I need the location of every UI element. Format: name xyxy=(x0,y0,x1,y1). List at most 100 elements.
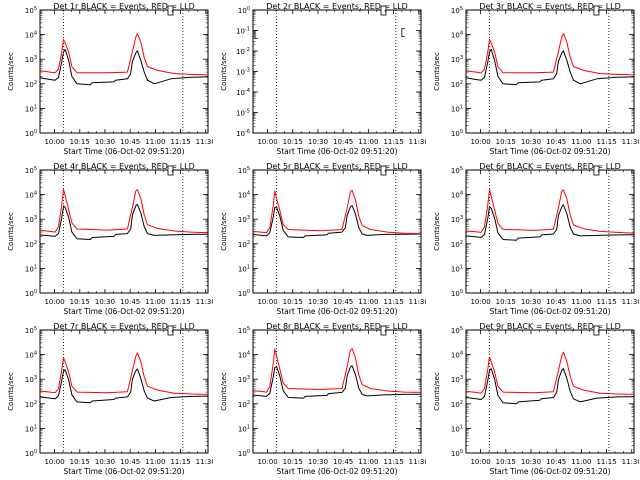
y-tick-label: 10-3 xyxy=(236,68,250,77)
y-tick-label: 104 xyxy=(451,31,463,40)
y-tick-label: 101 xyxy=(238,264,250,273)
range-box-icon xyxy=(380,165,387,176)
y-tick-label: 100 xyxy=(238,449,250,458)
x-tick-label: 11:00 xyxy=(145,298,165,306)
x-tick-label: 10:00 xyxy=(257,298,277,306)
chart-title: Det 7r BLACK = Events, RED = LLD xyxy=(53,322,195,331)
x-axis-label: Start Time (06-Oct-02 09:51:20) xyxy=(489,307,610,316)
y-tick-label: 100 xyxy=(451,289,463,298)
range-box-icon xyxy=(380,5,387,16)
y-tick-label: 102 xyxy=(451,240,463,249)
x-tick-label: 11:30 xyxy=(409,458,426,466)
y-tick-label: 104 xyxy=(451,191,463,200)
y-axis-label: Counts/sec xyxy=(7,52,15,91)
chart-title: Det 2r BLACK = Events, RED = LLD xyxy=(266,2,408,11)
x-tick-label: 10:30 xyxy=(308,458,328,466)
y-tick-label: 102 xyxy=(238,400,250,409)
x-tick-label: 10:30 xyxy=(521,138,541,146)
y-tick-label: 103 xyxy=(451,375,463,384)
x-tick-label: 10:00 xyxy=(44,298,64,306)
bracket-glyph xyxy=(254,30,258,39)
y-axis-label: Counts/sec xyxy=(220,212,228,251)
x-tick-label: 11:30 xyxy=(409,138,426,146)
y-tick-label: 105 xyxy=(451,166,463,175)
series-line xyxy=(465,189,635,234)
y-tick-label: 105 xyxy=(25,166,37,175)
plot-frame xyxy=(39,9,209,134)
detector-chart: Det 2r BLACK = Events, RED = LLD 10:00 10:… xyxy=(220,2,426,156)
y-tick-label: 100 xyxy=(25,449,37,458)
y-tick-label: 103 xyxy=(451,55,463,64)
y-tick-label: 10-2 xyxy=(236,47,250,56)
y-tick-label: 10-1 xyxy=(236,27,250,36)
series-line xyxy=(39,203,209,240)
x-tick-label: 11:15 xyxy=(170,138,190,146)
y-tick-label: 10-4 xyxy=(236,88,250,97)
x-tick-label: 11:15 xyxy=(383,298,403,306)
x-tick-label: 11:30 xyxy=(196,138,213,146)
x-tick-label: 11:15 xyxy=(170,458,190,466)
detector-chart: Det 8r BLACK = Events, RED = LLD 10:00 10:… xyxy=(220,322,426,476)
series-line xyxy=(252,348,422,393)
chart-title: Det 5r BLACK = Events, RED = LLD xyxy=(266,162,408,171)
detector-chart: Det 9r BLACK = Events, RED = LLD 10:00 10:… xyxy=(433,322,639,476)
x-tick-label: 10:30 xyxy=(521,298,541,306)
series-line xyxy=(465,33,635,76)
range-box-icon xyxy=(380,325,387,336)
detector-chart: Det 3r BLACK = Events, RED = LLD 10:00 10:… xyxy=(433,2,639,156)
series-line xyxy=(465,48,635,86)
y-tick-label: 100 xyxy=(25,289,37,298)
detector-panel: Det 4r BLACK = Events, RED = LLD 10:00 10:… xyxy=(0,160,213,320)
detector-panel: Det 8r BLACK = Events, RED = LLD 10:00 10:… xyxy=(213,320,426,480)
x-tick-label: 10:15 xyxy=(496,138,516,146)
x-tick-label: 10:45 xyxy=(333,458,353,466)
y-axis-label: Counts/sec xyxy=(433,52,441,91)
range-box-icon xyxy=(593,325,600,336)
y-tick-label: 105 xyxy=(238,166,250,175)
y-tick-label: 105 xyxy=(25,6,37,15)
x-tick-label: 10:15 xyxy=(496,298,516,306)
x-tick-label: 11:30 xyxy=(196,298,213,306)
y-tick-label: 100 xyxy=(238,6,250,15)
x-axis-label: Start Time (06-Oct-02 09:51:20) xyxy=(489,467,610,476)
chart-title: Det 8r BLACK = Events, RED = LLD xyxy=(266,322,408,331)
plot-frame xyxy=(252,329,422,454)
x-tick-label: 11:30 xyxy=(622,138,639,146)
y-tick-label: 101 xyxy=(451,104,463,113)
x-tick-label: 10:30 xyxy=(95,298,115,306)
y-tick-label: 101 xyxy=(25,264,37,273)
y-tick-label: 102 xyxy=(451,400,463,409)
x-tick-label: 10:45 xyxy=(333,138,353,146)
y-tick-label: 102 xyxy=(25,240,37,249)
x-tick-label: 10:45 xyxy=(546,298,566,306)
y-tick-label: 101 xyxy=(238,424,250,433)
y-axis-label: Counts/sec xyxy=(7,372,15,411)
x-tick-label: 11:00 xyxy=(145,138,165,146)
y-tick-label: 104 xyxy=(238,191,250,200)
series-line xyxy=(39,48,209,86)
detector-panel: Det 9r BLACK = Events, RED = LLD 10:00 10:… xyxy=(426,320,639,480)
detector-panel: Det 5r BLACK = Events, RED = LLD 10:00 10:… xyxy=(213,160,426,320)
y-tick-label: 104 xyxy=(451,351,463,360)
x-tick-label: 10:00 xyxy=(44,138,64,146)
series-line xyxy=(252,365,422,399)
x-tick-label: 10:15 xyxy=(70,138,90,146)
x-tick-label: 10:00 xyxy=(470,298,490,306)
plot-frame xyxy=(39,169,209,294)
y-tick-label: 101 xyxy=(451,424,463,433)
y-tick-label: 102 xyxy=(25,80,37,89)
y-tick-label: 102 xyxy=(238,240,250,249)
y-tick-label: 105 xyxy=(238,326,250,335)
x-tick-label: 11:15 xyxy=(170,298,190,306)
y-tick-label: 103 xyxy=(451,215,463,224)
series-line xyxy=(252,189,422,235)
x-tick-label: 10:45 xyxy=(333,298,353,306)
x-tick-label: 10:45 xyxy=(120,458,140,466)
x-tick-label: 11:30 xyxy=(409,298,426,306)
x-tick-label: 10:45 xyxy=(120,298,140,306)
x-tick-label: 11:30 xyxy=(196,458,213,466)
detector-panel: Det 1r BLACK = Events, RED = LLD 10:00 10:… xyxy=(0,0,213,160)
range-box-icon xyxy=(167,165,174,176)
x-tick-label: 11:00 xyxy=(145,458,165,466)
